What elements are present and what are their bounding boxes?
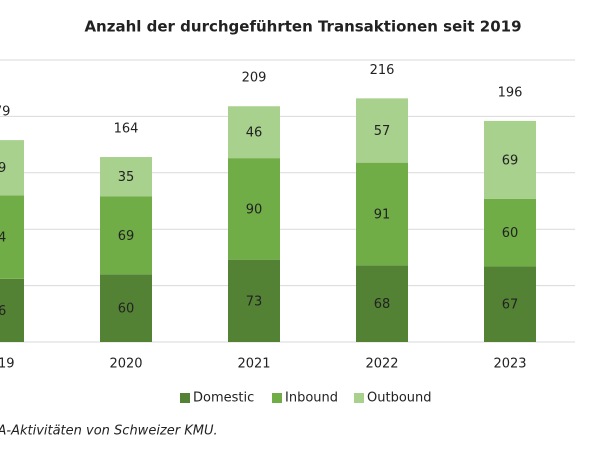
legend-swatch	[272, 393, 282, 403]
x-tick-label: 2023	[493, 357, 526, 372]
total-label: 196	[498, 85, 523, 100]
bar-segment	[228, 259, 280, 342]
total-label: 209	[242, 71, 267, 86]
legend-label: Outbound	[367, 391, 432, 406]
value-label: 91	[374, 207, 391, 222]
value-label: 73	[246, 294, 263, 309]
bar-segment	[356, 265, 408, 342]
value-label: 35	[118, 170, 135, 185]
bar-segment	[0, 140, 24, 196]
x-tick-label: 2020	[109, 357, 142, 372]
value-label: 69	[118, 229, 135, 244]
legend-label: Inbound	[285, 391, 338, 406]
bar-segment	[100, 157, 152, 197]
chart-title: Anzahl der durchgeführten Transaktionen …	[84, 18, 521, 36]
bar-segment	[228, 158, 280, 260]
bar-segment	[484, 120, 536, 199]
bar-segment	[356, 162, 408, 266]
value-label: 60	[118, 302, 135, 317]
total-label: 164	[114, 122, 139, 137]
total-label: 216	[370, 63, 395, 78]
bar-segment	[484, 266, 536, 342]
bar-segment	[0, 278, 24, 342]
x-tick-label: 2019	[0, 357, 15, 372]
value-label: 49	[0, 161, 6, 176]
x-tick-label: 2022	[365, 357, 398, 372]
bar-segment	[228, 106, 280, 159]
bar-segment	[484, 198, 536, 267]
total-label: 179	[0, 105, 10, 120]
bar-segment	[100, 196, 152, 275]
value-label: 57	[374, 124, 391, 139]
value-label: 67	[502, 298, 519, 313]
legend-swatch	[180, 393, 190, 403]
x-tick-label: 2021	[237, 357, 270, 372]
caption: Jährliche M&A-Aktivitäten von Schweizer …	[0, 424, 218, 439]
bar-segment	[356, 98, 408, 163]
value-label: 56	[0, 304, 6, 319]
bar-segment	[0, 195, 24, 279]
bar-segment	[100, 274, 152, 342]
value-label: 68	[374, 297, 391, 312]
legend-label: Domestic	[193, 391, 254, 406]
value-label: 60	[502, 226, 519, 241]
value-label: 46	[246, 126, 263, 141]
value-label: 74	[0, 231, 6, 246]
value-label: 69	[502, 153, 519, 168]
value-label: 90	[246, 202, 263, 217]
legend-swatch	[354, 393, 364, 403]
